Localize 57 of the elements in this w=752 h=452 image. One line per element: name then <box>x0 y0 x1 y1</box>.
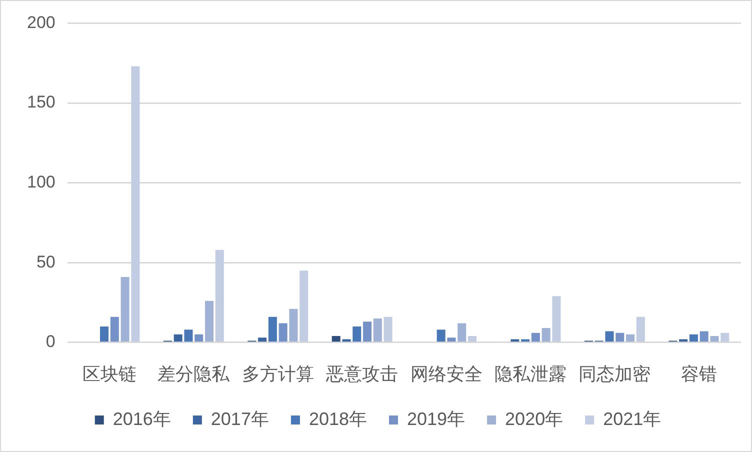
bar <box>552 296 561 342</box>
bar <box>100 326 109 342</box>
bar <box>258 338 267 342</box>
bar <box>184 330 193 342</box>
x-tick-label: 容错 <box>680 364 717 384</box>
bar <box>352 326 362 342</box>
bar <box>510 339 520 342</box>
y-tick-label: 100 <box>26 172 56 192</box>
x-tick-label: 网络安全 <box>410 364 482 384</box>
bar <box>289 308 298 342</box>
x-tick-label: 多方计算 <box>242 364 314 384</box>
bar <box>605 331 614 342</box>
bar <box>204 300 214 342</box>
bar <box>626 334 635 342</box>
bar <box>689 334 698 342</box>
bar <box>679 339 688 342</box>
x-tick-label: 隐私泄露 <box>494 364 566 384</box>
x-tick-label: 同态加密 <box>578 364 651 384</box>
bar <box>542 328 550 342</box>
bar <box>110 316 119 342</box>
x-tick-label: 区块链 <box>82 364 136 384</box>
bar <box>636 316 645 342</box>
bar <box>300 270 308 342</box>
y-tick-label: 50 <box>36 252 56 272</box>
bar <box>363 322 372 342</box>
bar <box>194 334 204 342</box>
legend-label: 2021年 <box>603 408 662 429</box>
y-tick-label: 200 <box>26 12 56 32</box>
x-tick-label: 差分隐私 <box>158 364 231 384</box>
bar <box>131 66 140 342</box>
bar <box>436 330 446 342</box>
x-tick-label: 恶意攻击 <box>325 364 398 384</box>
bar <box>215 250 224 342</box>
legend-label: 2019年 <box>407 408 466 429</box>
legend-label: 2016年 <box>112 408 171 429</box>
bar <box>342 339 351 342</box>
bar <box>468 336 477 342</box>
bar <box>458 323 466 342</box>
bar <box>120 276 130 342</box>
legend-label: 2020年 <box>505 408 564 429</box>
bar <box>174 334 182 342</box>
bar <box>700 331 708 342</box>
bar <box>447 338 456 342</box>
bar <box>710 336 719 342</box>
bar <box>278 323 288 342</box>
bar <box>332 336 340 342</box>
y-tick-label: 0 <box>46 332 56 352</box>
y-tick-label: 150 <box>26 92 56 112</box>
legend-label: 2017年 <box>210 408 269 429</box>
bar <box>268 316 277 342</box>
bar <box>531 332 540 342</box>
bar <box>384 316 392 342</box>
bar <box>616 332 624 342</box>
bar <box>373 318 382 342</box>
bar <box>521 339 530 342</box>
legend-label: 2018年 <box>308 408 368 429</box>
bar <box>720 332 730 342</box>
